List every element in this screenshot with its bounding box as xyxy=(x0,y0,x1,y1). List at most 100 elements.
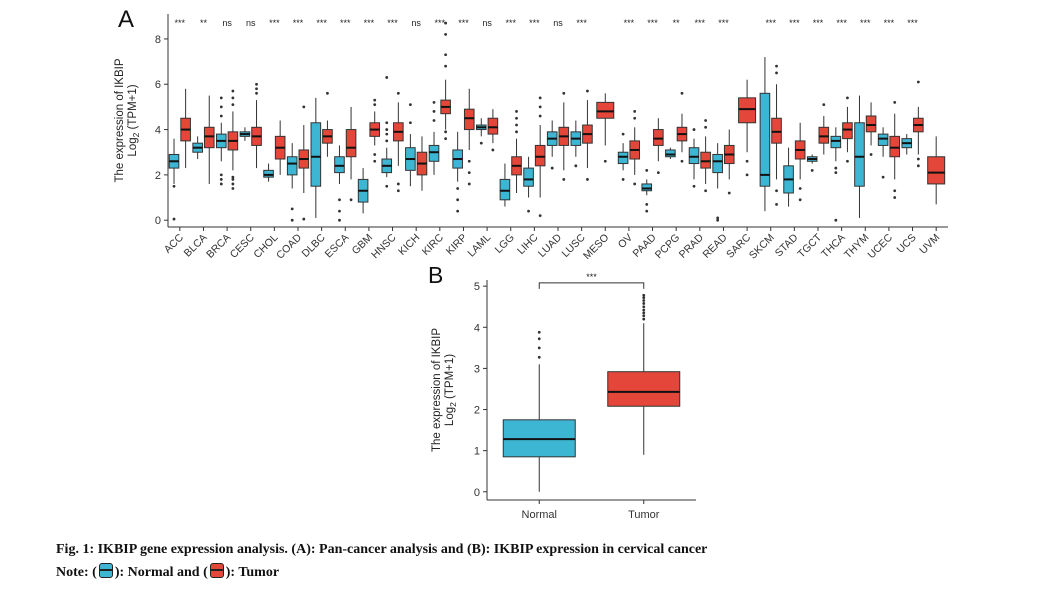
panel-a-read-normal-outlier xyxy=(716,216,720,220)
panel-a-ytick-label: 0 xyxy=(155,215,161,227)
panel-a-coad-tumor-outlier xyxy=(302,217,306,221)
panel-a-paad-tumor-outlier xyxy=(656,171,660,175)
panel-a-brca-normal-outlier xyxy=(219,173,223,177)
panel-a-lgg-tumor-outlier xyxy=(515,116,518,120)
panel-b-tumor-outlier xyxy=(642,302,646,305)
panel-a-label: A xyxy=(118,6,134,33)
panel-a-luad-tumor-outlier xyxy=(562,91,566,95)
panel-a-hnsc-normal-outlier xyxy=(385,184,389,188)
panel-a-thym-tumor-box xyxy=(865,115,877,133)
panel-a-skcm-tumor-outlier xyxy=(775,189,778,193)
panel-a-xtick-label: CESC xyxy=(228,231,257,260)
panel-a-esca-tumor-outlier xyxy=(349,198,353,202)
panel-a-significance-label: *** xyxy=(624,18,635,28)
figure-note: Note: (): Normal and (): Tumor xyxy=(56,563,279,581)
panel-a-xtick-label: UCS xyxy=(895,232,919,256)
panel-a-kirc-normal-outlier xyxy=(432,100,436,104)
panel-a-significance-label: *** xyxy=(293,18,304,28)
panel-a-esca-normal-box xyxy=(334,156,345,174)
panel-b-ylabel-line1: The expression of IKBIP xyxy=(431,328,443,452)
panel-a-esca-normal-outlier xyxy=(338,198,341,202)
panel-a-significance-label: *** xyxy=(458,18,469,28)
panel-a-read-tumor-outlier xyxy=(727,191,731,195)
panel-a-significance-label: ns xyxy=(246,18,256,28)
panel-a-significance-label: *** xyxy=(435,18,446,28)
panel-a-read-normal-outlier xyxy=(716,218,720,222)
panel-a-hnsc-tumor-outlier xyxy=(396,189,400,193)
panel-a-xtick-label: PCPG xyxy=(653,232,683,262)
panel-a-pcpg-tumor-outlier xyxy=(680,91,684,95)
panel-a-xtick-label: LGG xyxy=(493,232,517,256)
panel-a-xtick-label: HNSC xyxy=(369,231,399,261)
tumor-legend-icon xyxy=(209,563,224,578)
panel-a-significance-label: *** xyxy=(718,18,729,28)
panel-a-ov-normal-box xyxy=(617,151,629,165)
panel-a-xtick-label: STAD xyxy=(773,231,801,259)
panel-a-kirp-normal-outlier xyxy=(456,209,460,213)
panel-a-laml-normal-outlier xyxy=(479,141,483,145)
panel-a-chol-normal-box xyxy=(263,169,274,178)
panel-a-lihc-normal-box xyxy=(523,167,534,187)
panel-a-ytick-label: 4 xyxy=(155,125,161,137)
panel-a-ucec-normal-box xyxy=(877,133,889,146)
panel-a-dlbc-tumor-outlier xyxy=(326,91,329,95)
panel-a-lusc-tumor-outlier xyxy=(586,89,589,93)
panel-a-paad-normal-outlier xyxy=(645,202,649,206)
panel-a-hnsc-normal-outlier xyxy=(385,76,389,79)
note-prefix: Note: ( xyxy=(56,565,97,580)
panel-a-brca-tumor-outlier xyxy=(231,96,235,100)
panel-a-ylabel-line2: Log2 (TPM+1) xyxy=(127,84,141,156)
panel-b-tumor-outlier xyxy=(642,305,646,309)
panel-a-brca-normal-outlier xyxy=(219,96,223,100)
panel-a-acc-normal-outlier xyxy=(172,217,176,221)
panel-a-sarc-tumor-outlier xyxy=(745,173,749,177)
panel-a-ucs-tumor-outlier xyxy=(916,80,920,84)
panel-a-brca-tumor-outlier xyxy=(231,89,235,93)
panel-a-significance-label: *** xyxy=(269,18,280,28)
panel-a-xtick-label: MESO xyxy=(581,232,611,262)
panel-b-tumor-outlier xyxy=(642,293,646,297)
panel-a-laml-tumor-outlier xyxy=(491,148,495,152)
panel-a-thym-normal-box xyxy=(854,122,865,187)
panel-a-meso-tumor-box xyxy=(596,101,615,119)
panel-a-significance-label: *** xyxy=(884,18,895,28)
panel-a-skcm-tumor-outlier xyxy=(775,64,778,68)
panel-b-tumor-outlier xyxy=(642,299,646,302)
panel-b-normal-outlier xyxy=(537,346,541,350)
panel-a-significance-label: *** xyxy=(695,18,706,28)
panel-a-cesc-tumor-outlier xyxy=(255,91,258,95)
panel-a-uvm-tumor-box xyxy=(927,156,946,185)
panel-a-hnsc-normal-outlier xyxy=(385,132,389,136)
panel-b-normal-outlier xyxy=(537,355,541,359)
panel-a-thca-normal-outlier xyxy=(834,166,838,170)
panel-a-brca-tumor-outlier xyxy=(231,182,235,186)
panel-a-paad-normal-outlier xyxy=(645,168,649,172)
panel-a-tgct-tumor-outlier xyxy=(822,103,826,107)
panel-b-tumor-outlier xyxy=(642,296,646,300)
panel-a-hnsc-normal-outlier xyxy=(385,139,389,143)
panel-a-kirc-tumor-outlier xyxy=(444,130,448,134)
panel-a-kirp-normal-outlier xyxy=(456,198,460,202)
panel-a-lusc-normal-outlier xyxy=(574,164,578,168)
panel-a-kirc-normal-outlier xyxy=(432,119,436,122)
panel-a-prad-tumor-outlier xyxy=(704,125,708,129)
panel-a-luad-tumor-outlier xyxy=(562,178,566,181)
panel-a-luad-normal-outlier xyxy=(550,166,554,170)
panel-a-significance-label: ** xyxy=(200,18,208,28)
panel-a-kirc-tumor-outlier xyxy=(444,64,448,68)
note-mid: ): Normal and ( xyxy=(114,565,208,580)
panel-a-significance-label: *** xyxy=(789,18,800,28)
panel-b-tumor-outlier xyxy=(642,317,646,321)
panel-a-significance-label: ns xyxy=(482,18,492,28)
panel-a-hnsc-normal-outlier xyxy=(385,128,389,131)
panel-a-gbm-tumor-outlier xyxy=(373,159,377,163)
panel-a-prad-tumor-outlier xyxy=(704,119,708,122)
panel-a-brca-tumor-outlier xyxy=(231,175,235,179)
panel-a-significance-label: *** xyxy=(364,18,375,28)
panel-a-sarc-tumor-outlier xyxy=(745,159,749,163)
panel-a-brca-tumor-outlier xyxy=(231,187,235,190)
panel-a-xtick-label: KIRP xyxy=(444,232,470,258)
panel-b-significance-bracket xyxy=(538,282,645,289)
panel-a-gbm-tumor-outlier xyxy=(373,98,377,102)
